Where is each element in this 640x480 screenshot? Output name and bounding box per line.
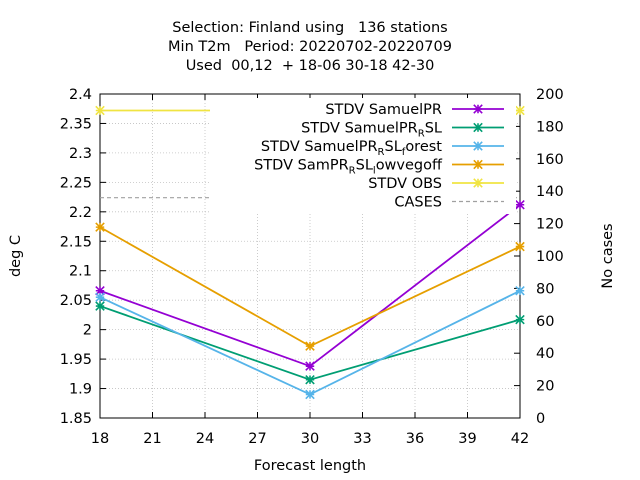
legend-item: STDV SamPRRSLlowvegoff <box>254 158 504 177</box>
y-tick-label: 1.95 <box>60 352 92 368</box>
data-point <box>515 241 525 252</box>
y-tick-label: 2.35 <box>60 116 92 132</box>
x-tick-label: 24 <box>196 431 214 447</box>
legend-item: STDV SamuelPR <box>325 102 504 118</box>
legend-label: STDV OBS <box>368 176 442 192</box>
data-point <box>95 301 105 311</box>
y-tick-label: 2.15 <box>60 234 92 250</box>
y2-tick-label: 20 <box>536 379 554 395</box>
data-point <box>305 361 315 371</box>
y-tick-label: 2.05 <box>60 293 92 309</box>
data-point <box>515 105 525 116</box>
x-tick-label: 36 <box>406 431 424 447</box>
data-point <box>305 389 315 400</box>
x-tick-label: 18 <box>91 431 109 447</box>
data-point <box>95 292 105 303</box>
title-line: Min T2m Period: 20220702-20220709 <box>168 39 452 55</box>
y2-tick-label: 100 <box>536 249 564 265</box>
y-tick-label: 2.1 <box>69 264 92 280</box>
x-tick-label: 30 <box>301 431 319 447</box>
title-line: Used 00,12 + 18-06 30-18 42-30 <box>186 58 435 74</box>
legend-label: CASES <box>394 195 442 211</box>
x-tick-label: 21 <box>143 431 161 447</box>
x-tick-label: 42 <box>511 431 529 447</box>
legend-background <box>210 98 516 214</box>
data-point <box>95 222 105 232</box>
y2-tick-label: 200 <box>536 87 564 103</box>
y-tick-label: 2.3 <box>69 146 92 162</box>
legend-item: STDV SamuelPRRSLforest <box>261 139 504 158</box>
y2-tick-label: 160 <box>536 152 564 168</box>
data-point <box>515 199 525 210</box>
data-point <box>95 285 105 296</box>
legend-marker <box>473 159 483 170</box>
series-3 <box>95 222 525 351</box>
x-tick-label: 33 <box>353 431 371 447</box>
y-tick-label: 2.25 <box>60 175 92 191</box>
x-tick-label: 39 <box>458 431 476 447</box>
chart-title: Selection: Finland using 136 stations Min… <box>168 20 452 74</box>
legend-marker <box>473 104 483 114</box>
y2-tick-label: 140 <box>536 184 564 200</box>
y-tick-label: 2 <box>83 323 92 339</box>
legend-label: STDV SamuelPR <box>325 102 442 118</box>
legend-item: STDV OBS <box>368 176 504 192</box>
y2-tick-label: 0 <box>536 411 545 427</box>
y2-tick-label: 60 <box>536 314 554 330</box>
legend-marker <box>473 122 483 133</box>
series-2 <box>95 285 525 400</box>
data-point <box>305 341 315 351</box>
y2-tick-label: 40 <box>536 346 554 362</box>
legend-marker <box>473 178 483 188</box>
y-tick-label: 1.9 <box>69 382 92 398</box>
series-0 <box>95 199 525 371</box>
legend-item: CASES <box>394 195 504 211</box>
axis-ticks: 1.85 1.9 1.95 2 2.05 2.1 2.15 2.2 2.25 2.3 2.35 2.4… <box>60 87 564 447</box>
x-tick-label: 27 <box>248 431 266 447</box>
y-tick-label: 2.4 <box>69 87 92 103</box>
data-point <box>95 105 105 116</box>
y2-tick-label: 180 <box>536 119 564 135</box>
y-tick-label: 1.85 <box>60 411 92 427</box>
legend-label: STDV SamuelPRRSL <box>301 121 442 140</box>
y-tick-label: 2.2 <box>69 205 92 221</box>
y2-tick-label: 80 <box>536 281 554 297</box>
y-axis-label: deg C <box>8 235 24 277</box>
data-point <box>515 314 525 325</box>
legend-label: STDV SamPRRSLlowvegoff <box>254 158 443 177</box>
y2-axis-label: No cases <box>600 223 616 288</box>
title-line: Selection: Finland using 136 stations <box>172 20 447 36</box>
data-point <box>305 374 315 385</box>
legend-marker <box>473 141 483 151</box>
legend-label: STDV SamuelPRRSLforest <box>261 139 442 158</box>
legend-item: STDV SamuelPRRSL <box>301 121 504 140</box>
y2-tick-label: 120 <box>536 217 564 233</box>
x-axis-label: Forecast length <box>254 458 366 474</box>
data-point <box>515 285 525 296</box>
